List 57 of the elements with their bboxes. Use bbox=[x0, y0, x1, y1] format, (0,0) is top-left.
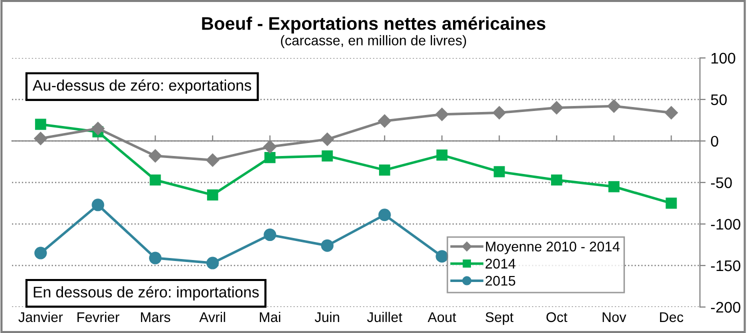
y-tick-label: 50 bbox=[710, 94, 727, 106]
point bbox=[206, 256, 219, 270]
x-tick-label: Oct bbox=[546, 312, 568, 322]
x-tick-label: Mars bbox=[140, 312, 170, 322]
point bbox=[206, 153, 220, 167]
legend-label: Moyenne 2010 - 2014 bbox=[486, 242, 620, 254]
point bbox=[34, 132, 48, 146]
point bbox=[664, 106, 678, 120]
point bbox=[321, 239, 334, 252]
point bbox=[34, 246, 47, 260]
annotation: En dessous de zéro: importations bbox=[34, 286, 259, 301]
point bbox=[379, 164, 390, 176]
point bbox=[92, 198, 104, 212]
x-tick-label: Fevrier bbox=[77, 312, 120, 322]
point bbox=[264, 228, 276, 242]
point bbox=[492, 106, 506, 120]
x-tick-label: Janvier bbox=[18, 312, 63, 322]
point bbox=[263, 140, 277, 154]
point bbox=[378, 208, 391, 222]
y-tick-label: -50 bbox=[711, 177, 732, 188]
x-tick-label: Mai bbox=[260, 312, 280, 322]
x-tick-label: Dec bbox=[660, 312, 684, 322]
chart-title: Boeuf - Exportations nettes américaines bbox=[202, 16, 546, 34]
point bbox=[436, 250, 448, 263]
point bbox=[550, 101, 564, 114]
point bbox=[320, 132, 334, 146]
x-tick-label: Sept bbox=[486, 312, 514, 325]
point bbox=[150, 174, 161, 186]
chart-subtitle: (carcasse, en million de livres) bbox=[280, 35, 466, 48]
point bbox=[494, 166, 505, 178]
x-tick-label: Juillet bbox=[367, 312, 402, 322]
point bbox=[322, 150, 333, 162]
y-tick-label: 100 bbox=[712, 52, 736, 64]
x-tick-label: Juin bbox=[314, 312, 340, 322]
point bbox=[149, 252, 162, 264]
point bbox=[35, 118, 46, 130]
point bbox=[264, 152, 276, 164]
annotation: Au-dessus de zéro: exportations bbox=[32, 79, 252, 94]
x-tick-label: Aout bbox=[428, 312, 456, 322]
y-tick-label: -200 bbox=[711, 302, 740, 313]
x-tick-label: Nov bbox=[602, 312, 626, 322]
legend-label: 2014 bbox=[486, 258, 516, 269]
point bbox=[436, 150, 448, 161]
point bbox=[608, 181, 620, 192]
point bbox=[207, 189, 218, 200]
point bbox=[607, 100, 621, 113]
y-tick-label: -150 bbox=[711, 260, 740, 272]
legend-label: 2015 bbox=[486, 276, 516, 286]
y-tick-label: -100 bbox=[711, 218, 740, 230]
point bbox=[435, 108, 449, 121]
point bbox=[551, 174, 562, 186]
point bbox=[91, 122, 105, 136]
y-tick-label: 0 bbox=[710, 136, 718, 147]
x-tick-label: Avril bbox=[199, 312, 226, 322]
point bbox=[378, 114, 392, 128]
point bbox=[666, 198, 677, 209]
point bbox=[148, 149, 162, 163]
